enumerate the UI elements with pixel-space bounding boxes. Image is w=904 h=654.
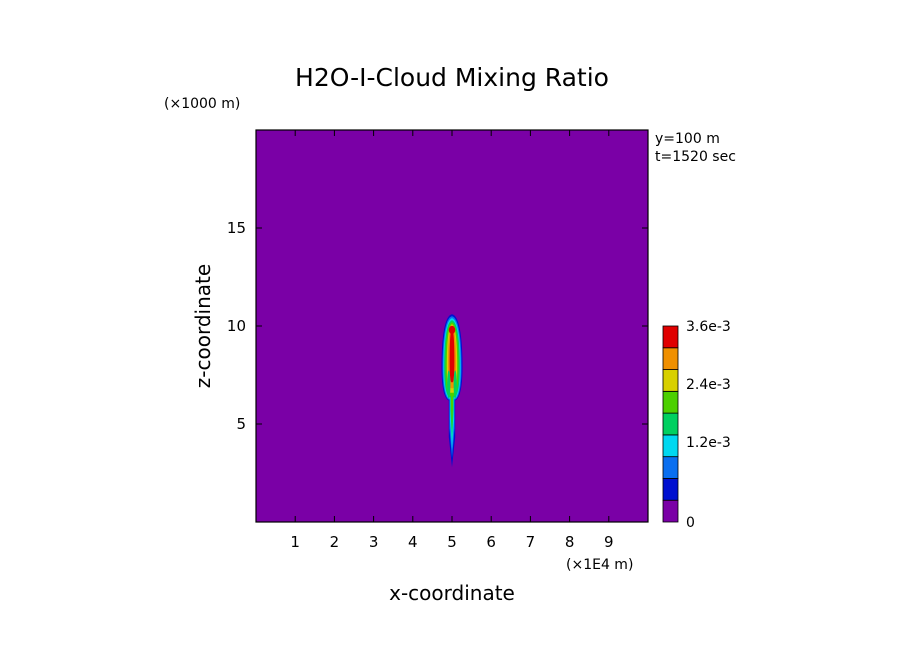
y-axis-ticks: 5 10 15 <box>227 219 648 433</box>
cloud-plume <box>441 314 463 468</box>
colorbar-segment <box>662 499 679 523</box>
x-tick-label: 6 <box>486 533 496 551</box>
x-scale-note: (×1E4 m) <box>566 557 633 573</box>
x-tick-label: 2 <box>330 533 340 551</box>
plume-stem <box>450 394 454 432</box>
plume-head <box>449 328 455 383</box>
contour-level-8 <box>449 328 455 383</box>
colorbar-segment <box>662 369 679 392</box>
y-tick-label: 15 <box>227 219 246 237</box>
colorbar-segment <box>662 456 679 479</box>
info-line-t: t=1520 sec <box>655 149 736 165</box>
plume-inner-lobe <box>453 370 457 399</box>
colorbar-label: 1.2e-3 <box>686 435 731 451</box>
info-line-y: y=100 m <box>655 131 720 147</box>
x-tick-label: 4 <box>408 533 418 551</box>
y-scale-note: (×1000 m) <box>164 96 240 112</box>
x-tick-label: 1 <box>290 533 300 551</box>
colorbar-label: 2.4e-3 <box>686 377 731 393</box>
colorbar-segment <box>662 434 679 458</box>
colorbar-segment <box>662 325 679 349</box>
colorbar-segment <box>662 390 679 414</box>
x-tick-label: 8 <box>565 533 575 551</box>
x-axis-ticks: 1 2 3 4 5 6 7 8 9 <box>290 130 614 551</box>
y-tick-label: 10 <box>227 317 246 335</box>
y-tick-label: 5 <box>236 415 246 433</box>
plume-inner-lobe <box>447 370 451 399</box>
colorbar-segment <box>662 347 679 370</box>
colorbar-segment <box>662 478 679 501</box>
x-tick-label: 7 <box>526 533 536 551</box>
colorbar-segment <box>662 412 679 436</box>
chart-title: H2O-I-Cloud Mixing Ratio <box>295 63 609 92</box>
plot-area: 1 2 3 4 5 6 7 8 9 5 10 15 <box>227 129 649 551</box>
y-axis-label: z-coordinate <box>191 264 215 388</box>
colorbar-label: 3.6e-3 <box>686 319 731 335</box>
x-tick-label: 3 <box>369 533 379 551</box>
x-tick-label: 5 <box>447 533 457 551</box>
x-tick-label: 9 <box>604 533 614 551</box>
x-axis-label: x-coordinate <box>389 581 515 605</box>
colorbar: 0 1.2e-3 2.4e-3 3.6e-3 <box>662 319 731 531</box>
plume-maximum-core <box>448 325 456 335</box>
colorbar-label: 0 <box>686 515 695 531</box>
